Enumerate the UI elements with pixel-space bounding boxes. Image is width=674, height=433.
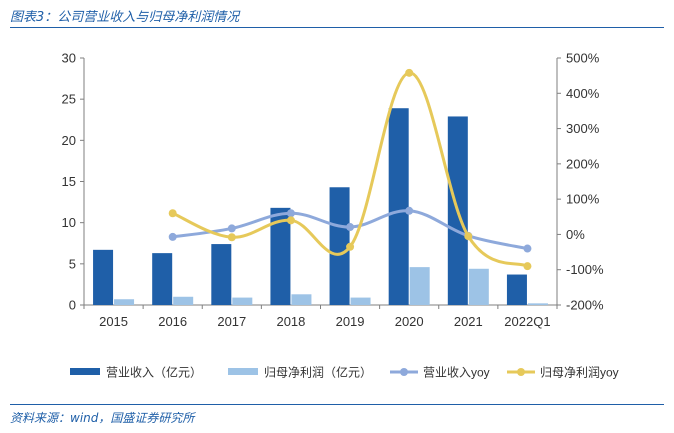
source-note: 资料来源：wind，国盛证券研究所 [10,411,195,425]
y-tick-label-left: 10 [62,215,76,230]
y-tick-label-left: 30 [62,51,76,66]
revenue-bar [152,253,173,305]
x-tick-label: 2021 [454,314,483,329]
y-tick-label-right: -200% [566,298,604,313]
legend-profit-swatch [228,368,258,375]
y-tick-label-left: 25 [62,92,76,107]
profit-bar [173,296,194,305]
chart-bars [93,108,548,306]
x-tick-label: 2022Q1 [504,314,550,329]
top-divider [10,27,664,28]
revenue-bar [270,207,291,305]
profit-yoy-point [405,68,414,77]
revenue-yoy-point [227,224,236,233]
y-tick-label-left: 5 [69,256,76,271]
revenue-yoy-point [405,206,414,215]
revenue-yoy-point [523,244,532,253]
y-tick-label-right: 400% [566,86,600,101]
profit-bar [409,267,430,305]
chart-legend: 营业收入（亿元） 归母净利润（亿元） 营业收入yoy 归母净利润yoy [70,365,619,380]
revenue-bar [93,249,114,305]
page-title: 图表3：公司营业收入与归母净利润情况 [10,10,240,25]
profit-bar [350,297,371,305]
y-tick-label-left: 15 [62,174,76,189]
x-tick-label: 2017 [217,314,246,329]
x-tick-label: 2019 [336,314,365,329]
revenue-bar [211,244,232,305]
chart: 0 5 10 15 20 25 30 -200% -100% 0% 100% 200% 300% 400%… [62,51,619,380]
profit-bar [291,294,312,305]
revenue-yoy-point [168,232,177,241]
chart-lines [168,68,532,271]
legend-profit-label: 归母净利润（亿元） [264,365,372,380]
legend-revenue-yoy-marker [400,368,408,376]
legend-revenue-label: 营业收入（亿元） [106,365,202,380]
x-tick-label: 2016 [158,314,187,329]
profit-yoy-point [464,232,473,241]
profit-bar [114,299,135,305]
y-tick-label-left: 20 [62,133,76,148]
y-tick-label-right: 100% [566,192,600,207]
revenue-bar [506,274,527,305]
profit-bar [468,268,489,305]
profit-bar [527,303,548,305]
revenue-bar [329,187,350,305]
x-tick-label: 2020 [395,314,424,329]
profit-bar [232,297,253,305]
bottom-divider [10,404,664,405]
legend-profit-yoy-marker [517,368,525,376]
profit-yoy-point [286,216,295,225]
profit-yoy-point [168,209,177,218]
legend-revenue-swatch [70,368,100,375]
chart-axes: 0 5 10 15 20 25 30 -200% -100% 0% 100% 200% 300% 400%… [62,51,604,330]
revenue-yoy-point [346,223,355,232]
x-tick-label: 2015 [99,314,128,329]
x-tick-label: 2018 [276,314,305,329]
legend-revenue-yoy-label: 营业收入yoy [423,366,490,380]
revenue-yoy-point [286,209,295,218]
profit-yoy-point [346,242,355,251]
revenue-bar [388,108,409,306]
profit-yoy-point [523,262,532,271]
profit-yoy-point [227,233,236,242]
y-tick-label-right: -100% [566,262,604,277]
y-tick-label-right: 500% [566,51,600,66]
y-tick-label-right: 300% [566,121,600,136]
legend-profit-yoy-label: 归母净利润yoy [540,366,619,380]
y-tick-label-right: 200% [566,156,600,171]
y-tick-label-right: 0% [566,227,585,242]
y-tick-label-left: 0 [69,298,76,313]
